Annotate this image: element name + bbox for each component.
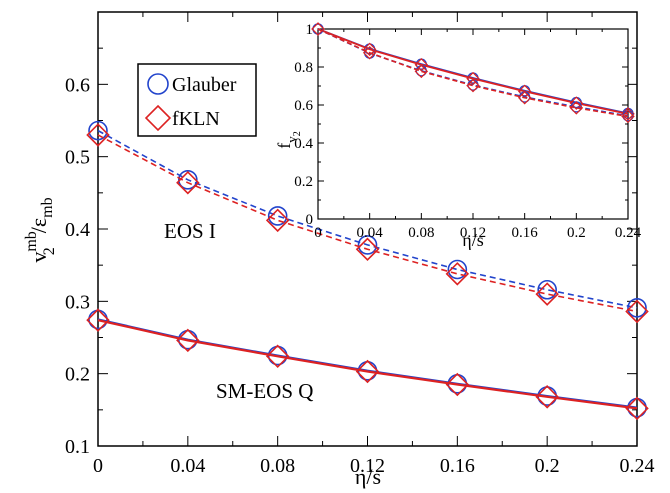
inset-x-tick-label: 0.24 — [615, 225, 642, 241]
y-tick-label: 0.4 — [65, 219, 90, 241]
x-axis-label: η/s — [355, 464, 381, 489]
marker-diamond — [176, 328, 200, 353]
inset-series-line — [317, 28, 629, 115]
inset-marker-diamond — [414, 64, 429, 79]
series-glauber-eos-i — [88, 120, 647, 318]
series-fkln-eos-i — [86, 123, 649, 324]
x-tick-label: 0 — [93, 455, 103, 477]
x-tick-label: 0.08 — [260, 455, 295, 477]
inset-marker-diamond — [517, 91, 532, 105]
inset-x-tick-label: 0 — [314, 225, 322, 241]
series-line — [97, 134, 638, 313]
legend-label-glauber: Glauber — [172, 74, 237, 96]
marker-circle — [627, 298, 647, 318]
annotation-eos-i: EOS I — [164, 219, 216, 243]
inset-marker-diamond — [569, 101, 584, 115]
marker-diamond — [535, 385, 559, 409]
y-tick-label: 0.1 — [65, 436, 90, 458]
marker-diamond — [445, 262, 470, 286]
inset-x-tick-label: 0.16 — [512, 225, 539, 241]
y-tick-label: 0.6 — [65, 74, 90, 96]
inset-marker-diamond — [621, 109, 635, 124]
marker-circle — [178, 170, 198, 190]
marker-diamond — [355, 359, 380, 384]
inset-marker-diamond — [569, 96, 584, 110]
marker-diamond — [265, 344, 290, 369]
inset-series-fkln-eos-i — [311, 22, 635, 124]
marker-diamond — [625, 396, 649, 421]
annotation-sm-eos-q: SM-EOS Q — [216, 379, 313, 403]
inset-y-tick-label: 0 — [306, 212, 314, 228]
inset-y-tick-label: 0.4 — [294, 136, 313, 152]
marker-diamond — [535, 282, 559, 306]
y-axis-label: vmb2/εmb — [23, 197, 58, 262]
legend-marker-circle — [147, 73, 169, 95]
inset-y-tick-label: 0.2 — [294, 174, 313, 190]
marker-diamond — [86, 123, 110, 147]
x-tick-label: 0.12 — [350, 455, 385, 477]
x-tick-label: 0.24 — [620, 455, 655, 477]
y-tick-label: 0.2 — [65, 364, 90, 386]
y-tick-label: 0.5 — [65, 147, 90, 169]
inset-marker-diamond — [311, 22, 325, 36]
inset-y-tick-label: 1 — [306, 22, 314, 38]
marker-circle — [447, 259, 468, 280]
inset-y-axis-label: fv2 — [274, 131, 303, 149]
inset-y-tick-label: 0.8 — [294, 60, 313, 76]
x-tick-label: 0.04 — [170, 455, 205, 477]
inset-marker-diamond — [466, 78, 480, 93]
inset-marker-circle — [312, 23, 324, 35]
legend: Glauber fKLN — [137, 63, 257, 137]
marker-circle — [537, 279, 557, 300]
marker-diamond — [355, 237, 380, 262]
marker-diamond — [625, 299, 649, 324]
inset-marker-diamond — [362, 42, 377, 57]
series-line — [97, 319, 638, 410]
series-fkln-sm-eos-q — [86, 308, 649, 421]
inset-y-tick-label: 0.6 — [294, 98, 313, 114]
y-tick-label: 0.3 — [65, 291, 90, 313]
legend-label-fkln: fKLN — [172, 108, 220, 130]
inset-x-tick-label: 0.2 — [567, 225, 586, 241]
x-tick-label: 0.16 — [440, 455, 475, 477]
series-line — [97, 129, 638, 309]
inset-chart: 0 0.04 0.08 0.12 0.16 0.2 0.24 0 0.2 0.4 0.6 0.8 1 η/… — [274, 22, 642, 250]
marker-diamond — [265, 208, 290, 233]
inset-x-axis-label: η/s — [462, 230, 483, 250]
inset-x-tick-label: 0.08 — [408, 225, 434, 241]
inset-marker-diamond — [466, 71, 480, 86]
inset-x-tick-label: 0.04 — [357, 225, 384, 241]
inset-plot-frame — [317, 28, 629, 220]
marker-circle — [88, 120, 108, 141]
marker-diamond — [445, 372, 470, 397]
inset-marker-diamond — [414, 57, 429, 72]
marker-diamond — [86, 308, 110, 332]
x-tick-label: 0.2 — [535, 455, 560, 477]
inset-x-tick-label: 0.12 — [460, 225, 486, 241]
marker-diamond — [176, 170, 200, 195]
inset-series-line — [317, 28, 629, 118]
marker-circle — [357, 235, 378, 255]
legend-marker-diamond — [144, 104, 172, 132]
legend-box — [137, 63, 257, 137]
marker-circle — [267, 206, 288, 226]
inset-marker-diamond — [362, 46, 377, 60]
